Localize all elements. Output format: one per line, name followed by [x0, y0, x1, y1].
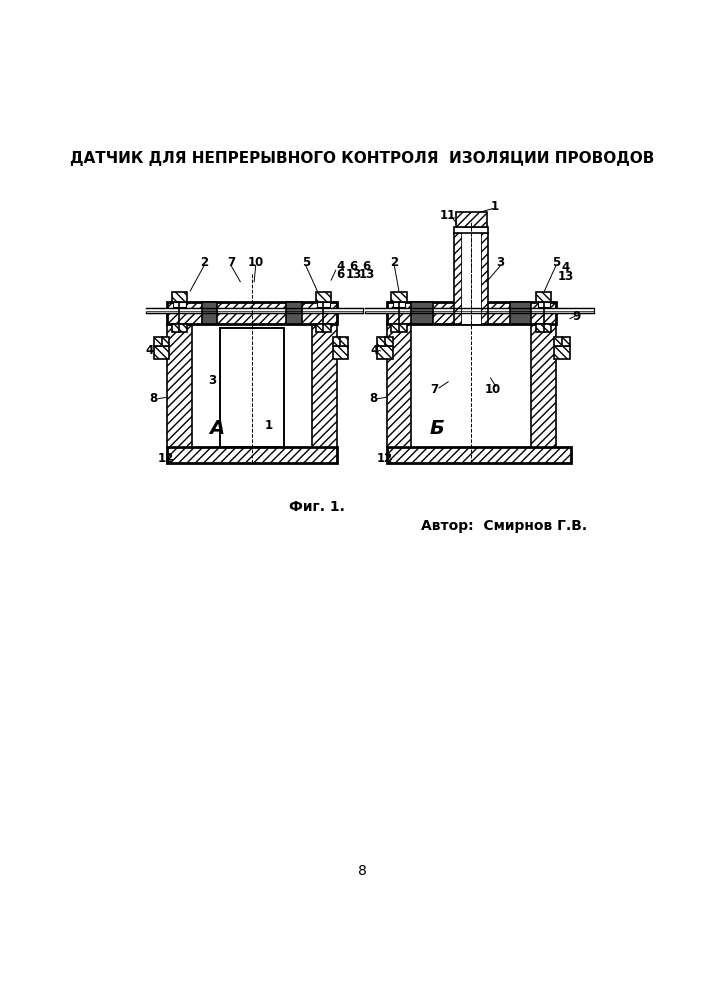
- Text: 11: 11: [440, 209, 456, 222]
- Text: ДАТЧИК ДЛЯ НЕПРЕРЫВНОГО КОНТРОЛЯ  ИЗОЛЯЦИИ ПРОВОДОВ: ДАТЧИК ДЛЯ НЕПРЕРЫВНОГО КОНТРОЛЯ ИЗОЛЯЦИ…: [70, 151, 654, 166]
- Bar: [393, 302, 405, 307]
- Bar: [312, 324, 337, 447]
- Text: 4: 4: [337, 260, 344, 273]
- Bar: [462, 233, 481, 324]
- Bar: [154, 346, 170, 359]
- Bar: [554, 337, 570, 346]
- Text: 13: 13: [358, 268, 375, 281]
- Bar: [537, 302, 550, 307]
- Bar: [365, 308, 595, 313]
- Bar: [536, 324, 551, 332]
- Text: 10: 10: [247, 256, 264, 269]
- Bar: [219, 328, 284, 447]
- Text: 7: 7: [431, 383, 438, 396]
- Text: 7: 7: [227, 256, 235, 269]
- Bar: [510, 302, 532, 324]
- Text: 10: 10: [485, 383, 501, 396]
- Bar: [317, 302, 329, 307]
- Text: 6: 6: [363, 260, 370, 273]
- Text: 5: 5: [302, 256, 310, 269]
- Bar: [167, 302, 337, 324]
- Text: 4: 4: [146, 344, 153, 357]
- Bar: [167, 324, 192, 447]
- Bar: [554, 346, 570, 359]
- Bar: [146, 309, 363, 312]
- Bar: [536, 292, 551, 302]
- Text: 8: 8: [369, 392, 378, 405]
- Bar: [167, 447, 337, 463]
- Bar: [201, 302, 217, 324]
- Bar: [378, 337, 393, 346]
- Bar: [286, 302, 302, 324]
- Bar: [146, 308, 363, 313]
- Bar: [455, 233, 462, 324]
- Bar: [219, 328, 284, 447]
- Text: 13: 13: [345, 268, 361, 281]
- Bar: [365, 309, 595, 312]
- Bar: [481, 233, 489, 324]
- Text: 8: 8: [149, 392, 158, 405]
- Bar: [456, 212, 486, 227]
- Text: 12: 12: [377, 452, 393, 465]
- Bar: [391, 292, 407, 302]
- Bar: [387, 324, 411, 447]
- Bar: [173, 302, 186, 307]
- Text: 6: 6: [337, 268, 344, 281]
- Text: 2: 2: [200, 256, 208, 269]
- Text: 4: 4: [371, 344, 379, 357]
- Bar: [532, 324, 556, 447]
- Bar: [333, 346, 348, 359]
- Text: 2: 2: [390, 256, 398, 269]
- Text: Фиг. 1.: Фиг. 1.: [288, 500, 345, 514]
- Text: 13: 13: [558, 270, 574, 283]
- Text: 12: 12: [158, 452, 174, 465]
- Text: 3: 3: [208, 374, 216, 387]
- Text: 5: 5: [552, 256, 560, 269]
- Bar: [387, 447, 571, 463]
- Bar: [455, 227, 489, 233]
- Bar: [378, 346, 393, 359]
- Bar: [333, 337, 348, 346]
- Bar: [154, 337, 170, 346]
- Bar: [172, 292, 187, 302]
- Bar: [411, 302, 433, 324]
- Bar: [391, 324, 407, 332]
- Text: 9: 9: [572, 310, 580, 323]
- Text: 3: 3: [496, 256, 505, 269]
- Bar: [387, 302, 556, 324]
- Text: 4: 4: [562, 261, 570, 274]
- Text: 1: 1: [264, 419, 273, 432]
- Text: 1: 1: [491, 200, 498, 213]
- Text: Автор:  Смирнов Г.В.: Автор: Смирнов Г.В.: [421, 519, 588, 533]
- Text: 8: 8: [358, 864, 366, 878]
- Bar: [316, 292, 331, 302]
- Text: Б: Б: [429, 418, 444, 438]
- Text: А: А: [210, 418, 225, 438]
- Bar: [172, 324, 187, 332]
- Text: 6: 6: [349, 260, 358, 273]
- Bar: [316, 324, 331, 332]
